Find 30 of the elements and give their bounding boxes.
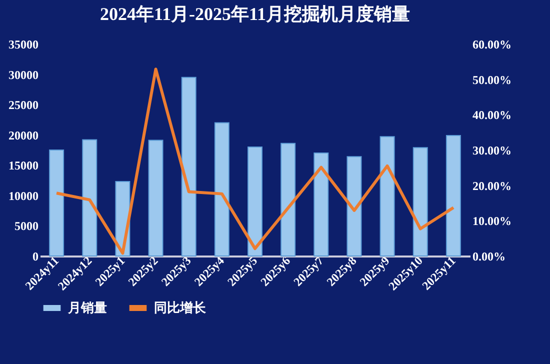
bar: [82, 139, 98, 256]
y-tick-label: 25000: [8, 98, 38, 112]
bar: [346, 156, 362, 256]
y2-tick-label: 20.00%: [472, 178, 512, 193]
y2-tick-label: 10.00%: [472, 214, 512, 228]
y-tick-label: 5000: [14, 219, 38, 234]
y2-tick-label: 30.00%: [472, 144, 512, 158]
line-series: [55, 68, 455, 255]
bar: [214, 122, 230, 256]
bar: [380, 136, 395, 256]
bar: [314, 152, 329, 256]
y-tick-label: 20000: [8, 128, 38, 142]
y-tick-label: 35000: [8, 38, 38, 52]
y-tick-label: 10000: [8, 188, 38, 203]
chart-title: 2024年11月-2025年11月挖掘机月度销量: [100, 4, 410, 24]
legend-label: 月销量: [67, 300, 107, 315]
bar: [412, 147, 428, 256]
y-tick-label: 15000: [8, 158, 38, 173]
y2-tick-label: 60.00%: [472, 38, 512, 52]
y2-tick-label: 0.00%: [472, 250, 506, 264]
bar: [148, 140, 164, 256]
y2-tick-label: 40.00%: [472, 108, 512, 122]
bar: [280, 142, 296, 256]
bar: [248, 146, 262, 256]
y-tick-label: 30000: [8, 68, 38, 82]
bar: [181, 76, 196, 256]
bar: [49, 150, 64, 256]
bar: [446, 134, 461, 256]
legend-label: 同比增长: [154, 300, 207, 315]
y2-tick-label: 50.00%: [472, 72, 512, 87]
